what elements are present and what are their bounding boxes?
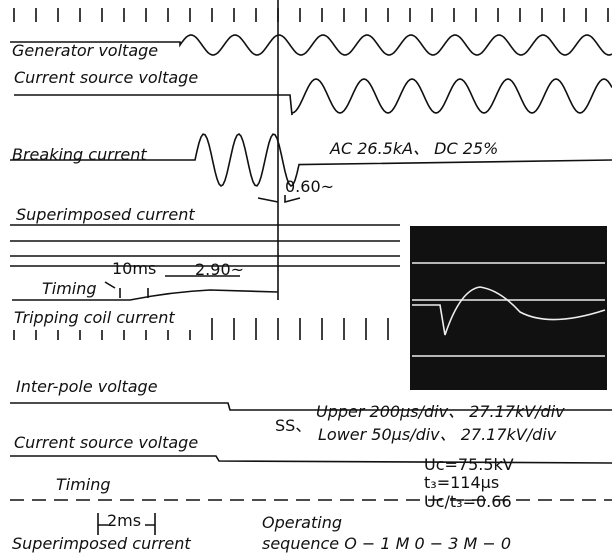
label: Superimposed current bbox=[12, 534, 191, 553]
label: Superimposed current bbox=[16, 205, 195, 224]
label: Breaking current bbox=[12, 145, 147, 164]
label: 2.90~ bbox=[195, 260, 244, 279]
label: SS、 bbox=[275, 416, 311, 435]
label: Lower 50μs/div、 27.17kV/div bbox=[318, 425, 557, 444]
label: 0.60~ bbox=[285, 177, 334, 196]
label: Generator voltage bbox=[12, 41, 158, 60]
trace bbox=[10, 456, 612, 463]
label: Current source voltage bbox=[14, 68, 198, 87]
scope-screen bbox=[410, 226, 607, 390]
label: AC 26.5kA、 DC 25% bbox=[329, 139, 498, 158]
label: Inter-pole voltage bbox=[16, 377, 158, 396]
label: Timing bbox=[42, 279, 97, 298]
label: Uc=75.5kV bbox=[424, 455, 514, 474]
trace bbox=[14, 8, 608, 22]
label: Current source voltage bbox=[14, 433, 198, 452]
oscillogram: Generator voltage Current source voltage… bbox=[0, 0, 612, 553]
label: Uc/t₃=0.66 bbox=[424, 492, 512, 511]
label: Timing bbox=[56, 475, 111, 494]
label: Tripping coil current bbox=[14, 308, 175, 327]
label: 2ms bbox=[107, 511, 141, 530]
label: Operating bbox=[262, 513, 342, 532]
arrow bbox=[258, 195, 300, 202]
label: Upper 200μs/div、 27.17kV/div bbox=[316, 402, 565, 421]
label: 10ms bbox=[112, 259, 156, 278]
label: sequence O − 1 M 0 − 3 M − 0 bbox=[262, 534, 511, 553]
arrow bbox=[105, 276, 240, 298]
label: t₃=114μs bbox=[424, 473, 499, 492]
